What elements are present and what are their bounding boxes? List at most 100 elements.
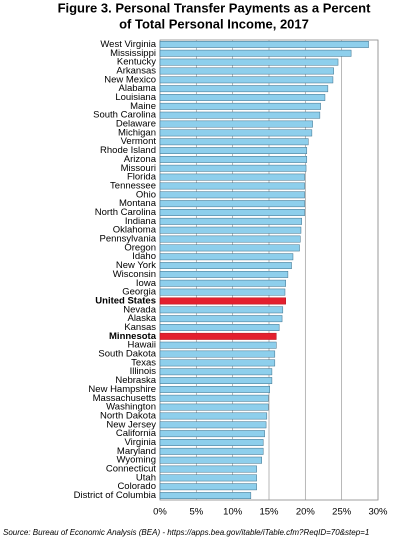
bar bbox=[159, 40, 369, 48]
bar bbox=[159, 111, 321, 119]
y-tick-label: Missouri bbox=[121, 163, 156, 174]
bar bbox=[159, 76, 334, 84]
bar bbox=[159, 191, 305, 199]
y-tick-label: Michigan bbox=[118, 127, 156, 138]
y-tick-label: Kentucky bbox=[117, 57, 156, 68]
chart-title: of Total Personal Income, 2017 bbox=[119, 16, 309, 31]
y-tick-label: Texas bbox=[131, 357, 156, 368]
bar bbox=[159, 58, 339, 66]
bar bbox=[159, 49, 352, 57]
y-tick-label: Colorado bbox=[117, 481, 156, 492]
bar bbox=[159, 492, 252, 500]
bar bbox=[159, 85, 329, 93]
bar bbox=[159, 447, 264, 455]
y-tick-label: Alabama bbox=[119, 83, 157, 94]
y-tick-label: North Carolina bbox=[95, 207, 157, 218]
bar bbox=[159, 297, 286, 305]
y-tick-label: Minnesota bbox=[109, 331, 157, 342]
x-tick-label: 20% bbox=[296, 507, 316, 518]
y-tick-label: Georgia bbox=[122, 287, 157, 298]
bar bbox=[159, 332, 277, 340]
x-tick-label: 5% bbox=[189, 507, 203, 518]
y-tick-label: Vermont bbox=[121, 136, 157, 147]
bar bbox=[159, 173, 305, 181]
y-tick-label: District of Columbia bbox=[74, 490, 157, 501]
y-tick-label: New Mexico bbox=[104, 74, 156, 85]
bar bbox=[159, 483, 257, 491]
bar bbox=[159, 226, 302, 234]
bar bbox=[159, 359, 276, 367]
y-tick-label: North Dakota bbox=[100, 410, 157, 421]
y-tick-label: Illinois bbox=[130, 366, 157, 377]
y-tick-label: New Jersey bbox=[106, 419, 156, 430]
bar bbox=[159, 421, 267, 429]
bar bbox=[159, 350, 276, 358]
bar bbox=[159, 262, 292, 270]
y-tick-label: Maryland bbox=[117, 446, 156, 457]
y-tick-label: South Dakota bbox=[98, 349, 156, 360]
y-tick-label: Alaska bbox=[127, 313, 156, 324]
bar bbox=[159, 306, 284, 314]
bar bbox=[159, 430, 265, 438]
x-tick-label: 10% bbox=[223, 507, 243, 518]
x-tick-label: 15% bbox=[259, 507, 279, 518]
y-tick-label: Arkansas bbox=[116, 65, 156, 76]
y-tick-label: Wisconsin bbox=[113, 269, 156, 280]
y-tick-label: Tennessee bbox=[110, 180, 156, 191]
bar bbox=[159, 394, 269, 402]
bar bbox=[159, 138, 309, 146]
y-tick-label: New Hampshire bbox=[88, 384, 156, 395]
y-tick-label: Pennsylvania bbox=[99, 234, 156, 245]
bar bbox=[159, 129, 313, 137]
bar bbox=[159, 244, 300, 252]
y-tick-label: Iowa bbox=[136, 278, 157, 289]
bar bbox=[159, 385, 270, 393]
x-tick-label: 25% bbox=[332, 507, 352, 518]
bar bbox=[159, 120, 313, 128]
y-tick-label: Virginia bbox=[124, 437, 156, 448]
chart-title: Figure 3. Personal Transfer Payments as … bbox=[58, 0, 372, 15]
bar bbox=[159, 324, 280, 331]
bar bbox=[159, 341, 277, 349]
y-tick-label: Montana bbox=[119, 198, 157, 209]
bar bbox=[159, 102, 321, 110]
source-note: Source: Bureau of Economic Analysis (BEA… bbox=[3, 528, 369, 537]
bar bbox=[159, 465, 257, 473]
y-tick-label: Hawaii bbox=[127, 340, 156, 351]
x-tick-label: 0% bbox=[153, 507, 167, 518]
y-tick-label: Washington bbox=[106, 402, 156, 413]
y-tick-label: Florida bbox=[127, 172, 157, 183]
y-tick-label: Oregon bbox=[124, 242, 156, 253]
bar bbox=[159, 67, 334, 75]
bar bbox=[159, 474, 257, 482]
bar bbox=[159, 377, 273, 385]
y-tick-label: Wyoming bbox=[116, 455, 156, 466]
bar bbox=[159, 182, 305, 190]
bar bbox=[159, 253, 294, 261]
bar bbox=[159, 209, 305, 216]
y-tick-label: West Virginia bbox=[100, 39, 156, 50]
y-tick-label: Maine bbox=[130, 101, 156, 112]
x-tick-label: 30% bbox=[368, 507, 388, 518]
bar bbox=[159, 412, 268, 420]
bar bbox=[159, 270, 289, 278]
y-tick-label: Ohio bbox=[136, 189, 156, 200]
y-tick-label: Mississippi bbox=[110, 48, 156, 59]
bar bbox=[159, 439, 264, 446]
y-tick-label: Nevada bbox=[123, 304, 156, 315]
bar bbox=[159, 403, 269, 411]
bar bbox=[159, 164, 307, 172]
y-tick-label: United States bbox=[95, 295, 156, 306]
bar bbox=[159, 217, 302, 225]
bar bbox=[159, 94, 326, 101]
bar bbox=[159, 368, 273, 376]
bar bbox=[159, 456, 262, 464]
y-tick-label: Oklahoma bbox=[113, 225, 157, 236]
y-tick-label: Rhode Island bbox=[100, 145, 156, 156]
y-tick-label: Indiana bbox=[125, 216, 157, 227]
y-tick-label: Idaho bbox=[132, 251, 156, 262]
y-tick-label: Nebraska bbox=[115, 375, 156, 386]
y-tick-label: Connecticut bbox=[106, 464, 157, 475]
y-tick-label: South Carolina bbox=[93, 110, 157, 121]
